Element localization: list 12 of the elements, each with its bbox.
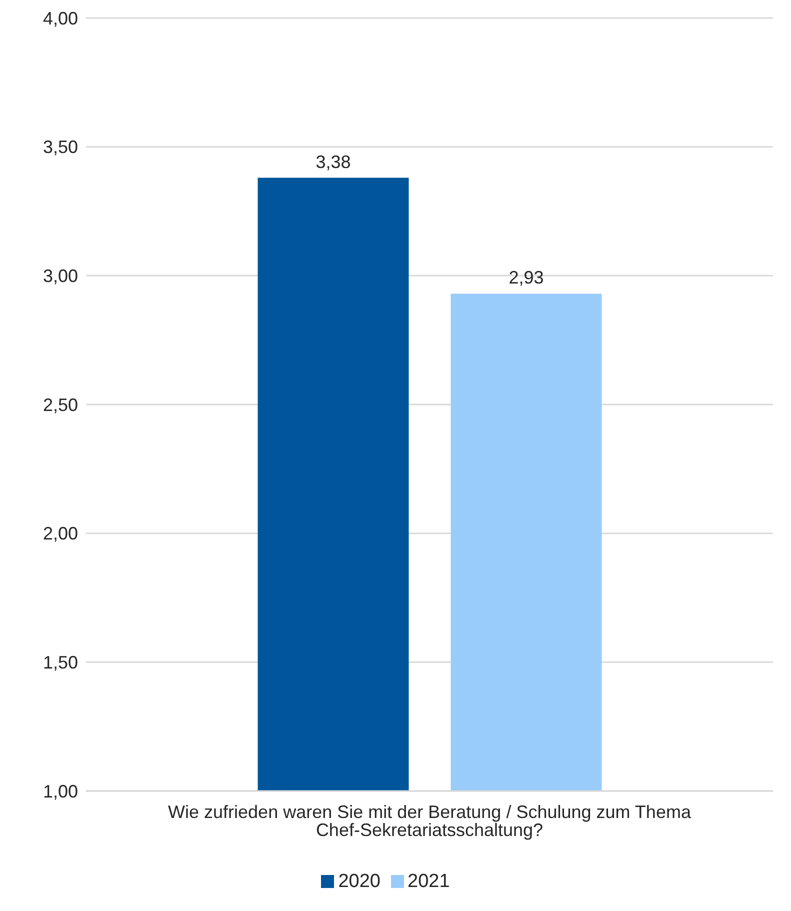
x-tick-label: Wie zufrieden waren Sie mit der Beratung / Schulung zum Thema Chef-Sekretariatsschaltung? [168, 802, 692, 840]
legend-label: 2021 [408, 871, 450, 892]
data-label: 3,38 [316, 152, 351, 172]
y-tick-label: 4,00 [42, 8, 78, 28]
y-tick-label: 3,00 [42, 266, 78, 286]
y-tick-label: 1,00 [42, 781, 78, 802]
legend-label: 2020 [338, 871, 380, 892]
y-tick-label: 1,50 [42, 652, 78, 673]
y-tick-label: 2,00 [42, 524, 78, 544]
y-tick-label: 2,50 [42, 394, 78, 415]
data-label: 2,93 [508, 268, 544, 288]
y-tick-label: 3,50 [42, 137, 78, 158]
